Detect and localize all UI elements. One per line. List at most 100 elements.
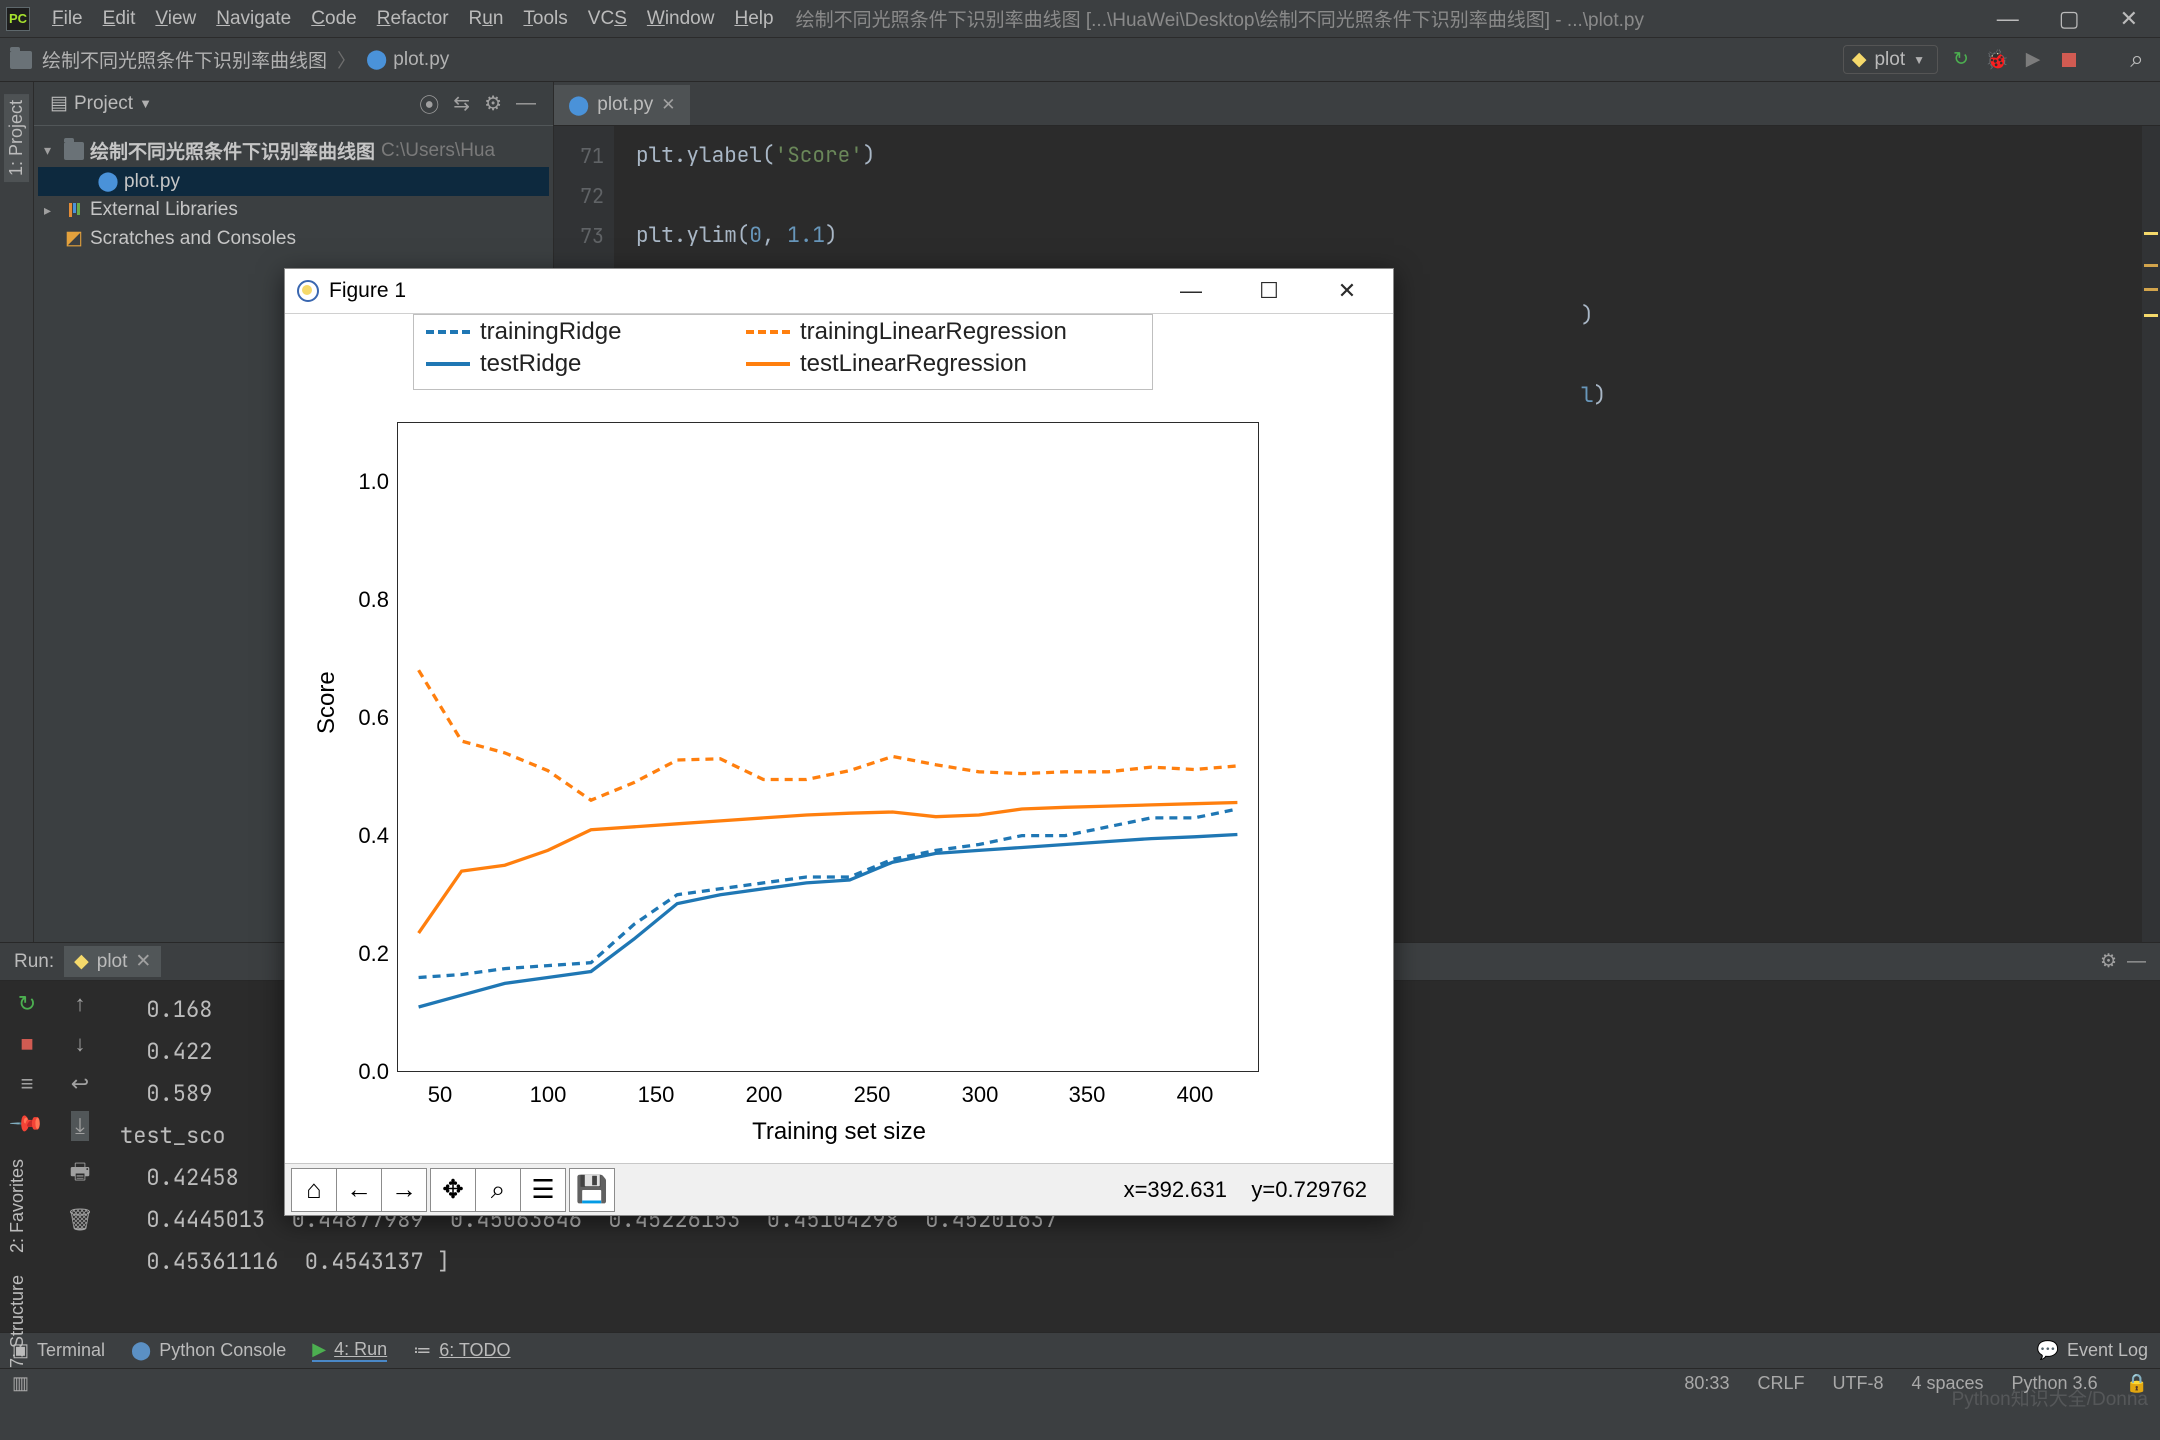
pan-icon[interactable]: ✥ [430, 1168, 476, 1212]
debug-button-icon[interactable]: 🐞 [1984, 47, 2010, 73]
tool-python-console[interactable]: ⬤Python Console [131, 1340, 286, 1361]
statusbar: ▥ 80:33 CRLF UTF-8 4 spaces Python 3.6 🔒 [0, 1368, 2160, 1398]
close-tab-icon[interactable]: ✕ [135, 950, 151, 973]
zoom-icon[interactable]: ⌕ [475, 1168, 521, 1212]
menu-code[interactable]: Code [303, 5, 364, 33]
flatten-icon[interactable]: ⇆ [446, 91, 477, 116]
configure-icon[interactable]: ☰ [520, 1168, 566, 1212]
pin-icon[interactable]: 📌 [8, 1105, 46, 1143]
folder-icon [10, 51, 32, 69]
statusbar-icon[interactable]: ▥ [12, 1373, 29, 1394]
tool-todo[interactable]: ≔6: TODO [413, 1340, 510, 1361]
menu-window[interactable]: Window [639, 5, 723, 33]
wrap-icon[interactable]: ↩ [71, 1071, 89, 1097]
tool-run[interactable]: ▶4: Run [312, 1339, 387, 1362]
project-icon: ▤ [50, 92, 68, 115]
menu-tools[interactable]: Tools [515, 5, 575, 33]
down-icon[interactable]: ↓ [75, 1031, 86, 1057]
save-icon[interactable]: 💾 [569, 1168, 615, 1212]
menu-run[interactable]: Run [461, 5, 512, 33]
coverage-button-icon[interactable]: ▶ [2020, 47, 2046, 73]
rerun-icon[interactable]: ↻ [18, 991, 36, 1017]
menu-vcs[interactable]: VCS [580, 5, 635, 33]
python-icon: ◆ [1852, 48, 1867, 71]
tree-root[interactable]: ▾ 绘制不同光照条件下识别率曲线图 C:\Users\Hua [38, 134, 549, 167]
breadcrumb-sep: 〉 [337, 46, 356, 73]
tree-scratches[interactable]: ◩ Scratches and Consoles [38, 224, 549, 253]
tree-external-libs[interactable]: ▸ External Libraries [38, 196, 549, 224]
search-icon[interactable]: ⌕ [2124, 47, 2150, 73]
figure-toolbar: ⌂ ← → ✥ ⌕ ☰ 💾 x=392.631 y=0.729762 [285, 1163, 1393, 1215]
locate-icon[interactable]: ⦿ [412, 89, 446, 118]
chart-legend: trainingRidge trainingLinearRegression t… [413, 314, 1153, 390]
project-tree: ▾ 绘制不同光照条件下识别率曲线图 C:\Users\Hua ⬤ plot.py… [34, 126, 553, 261]
menu-edit[interactable]: Edit [95, 5, 144, 33]
scroll-icon[interactable]: ⤓ [71, 1111, 89, 1141]
lock-icon[interactable]: 🔒 [2126, 1373, 2148, 1394]
layout-icon[interactable]: ≡ [21, 1071, 34, 1097]
figure-titlebar[interactable]: Figure 1 — ☐ ✕ [285, 269, 1393, 314]
run-icon: ▶ [312, 1339, 326, 1360]
run-tab[interactable]: ◆ plot ✕ [64, 946, 161, 977]
run-label: Run: [14, 951, 54, 973]
run-button-icon[interactable]: ↻ [1948, 47, 1974, 73]
titlebar: PC File Edit View Navigate Code Refactor… [0, 0, 2160, 38]
breadcrumb-folder[interactable]: 绘制不同光照条件下识别率曲线图 [42, 46, 327, 73]
interpreter[interactable]: Python 3.6 [2012, 1373, 2098, 1394]
forward-icon[interactable]: → [381, 1168, 427, 1212]
tool-tab-favorites[interactable]: 2: Favorites [5, 1153, 30, 1259]
line-72 [636, 182, 649, 209]
tool-tab-project[interactable]: 1: Project [4, 94, 29, 182]
menu-refactor[interactable]: Refactor [369, 5, 457, 33]
matplotlib-icon [297, 280, 319, 302]
minimize-icon[interactable]: — [1997, 6, 2019, 32]
fig-close-icon[interactable]: ✕ [1313, 278, 1381, 304]
print-icon[interactable]: 🖶 [70, 1155, 91, 1193]
breadcrumb-file[interactable]: plot.py [393, 49, 449, 71]
encoding[interactable]: UTF-8 [1832, 1373, 1883, 1394]
figure-canvas[interactable]: trainingRidge trainingLinearRegression t… [285, 314, 1393, 1163]
line-separator[interactable]: CRLF [1757, 1373, 1804, 1394]
stop-button-icon[interactable] [2056, 47, 2082, 73]
python-icon: ◆ [74, 950, 89, 973]
fig-minimize-icon[interactable]: — [1157, 278, 1225, 304]
menu-navigate[interactable]: Navigate [208, 5, 299, 33]
editor-tab[interactable]: ⬤ plot.py ✕ [554, 85, 690, 125]
chart-svg [397, 422, 1259, 1072]
chevron-right-icon: ▸ [44, 202, 58, 219]
maximize-icon[interactable]: ▢ [2059, 6, 2080, 32]
overview-ruler[interactable] [2142, 126, 2160, 942]
python-file-icon: ⬤ [568, 94, 589, 117]
back-icon[interactable]: ← [336, 1168, 382, 1212]
project-panel-header: ▤ Project ▼ ⦿ ⇆ ⚙ — [34, 82, 553, 126]
scratches-icon: ◩ [64, 227, 84, 250]
left-tool-strip-bottom: 2: Favorites 7: Structure [0, 1153, 34, 1374]
project-view-combo[interactable]: ▤ Project ▼ [44, 90, 158, 117]
fig-maximize-icon[interactable]: ☐ [1235, 278, 1303, 304]
figure-coords: x=392.631 y=0.729762 [614, 1177, 1387, 1203]
gear-icon[interactable]: ⚙ [477, 91, 509, 116]
eventlog-icon: 💬 [2037, 1340, 2059, 1361]
run-config-combo[interactable]: ◆ plot ▼ [1843, 45, 1938, 74]
tree-file-plot[interactable]: ⬤ plot.py [38, 167, 549, 196]
run-config-name: plot [1874, 49, 1905, 71]
stop-icon[interactable]: ■ [20, 1031, 33, 1057]
menu-file[interactable]: File [44, 5, 91, 33]
trash-icon[interactable]: 🗑 [66, 1207, 94, 1233]
todo-icon: ≔ [413, 1340, 431, 1361]
menu-view[interactable]: View [147, 5, 204, 33]
collapse-icon[interactable]: — [2127, 951, 2146, 973]
menu-help[interactable]: Help [726, 5, 781, 33]
home-icon[interactable]: ⌂ [291, 1168, 337, 1212]
close-tab-icon[interactable]: ✕ [661, 95, 675, 115]
event-log[interactable]: 💬Event Log [2037, 1340, 2148, 1361]
indent[interactable]: 4 spaces [1911, 1373, 1983, 1394]
line-73: plt.ylim(0, 1.1) [636, 222, 838, 249]
up-icon[interactable]: ↑ [75, 991, 86, 1017]
tool-tab-structure[interactable]: 7: Structure [5, 1269, 30, 1374]
close-icon[interactable]: ✕ [2120, 6, 2138, 32]
python-file-icon: ⬤ [366, 48, 387, 71]
figure-window[interactable]: Figure 1 — ☐ ✕ trainingRidge trainingLin… [284, 268, 1394, 1216]
collapse-icon[interactable]: — [509, 92, 543, 115]
gear-icon[interactable]: ⚙ [2100, 950, 2117, 973]
